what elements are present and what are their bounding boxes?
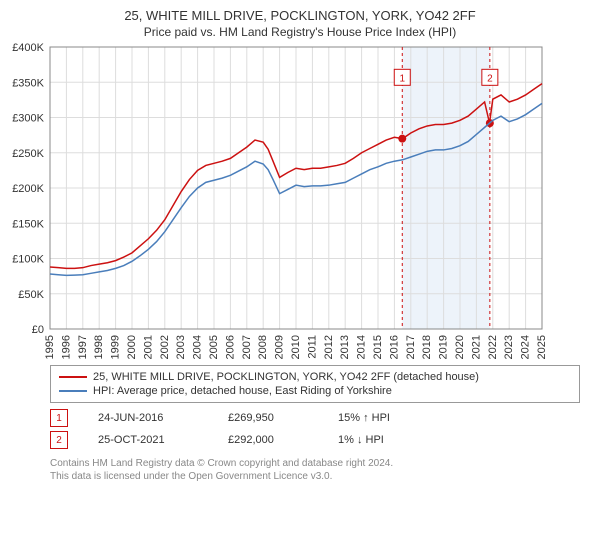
svg-text:2025: 2025	[536, 335, 548, 359]
svg-text:£0: £0	[32, 324, 44, 336]
svg-text:2022: 2022	[487, 335, 499, 359]
sale-marker-icon: 1	[50, 409, 68, 427]
svg-text:2006: 2006	[224, 335, 236, 359]
svg-text:2020: 2020	[454, 335, 466, 359]
chart-title: 25, WHITE MILL DRIVE, POCKLINGTON, YORK,…	[0, 8, 600, 23]
svg-text:2012: 2012	[323, 335, 335, 359]
chart-subtitle: Price paid vs. HM Land Registry's House …	[0, 25, 600, 39]
chart-container: 25, WHITE MILL DRIVE, POCKLINGTON, YORK,…	[0, 0, 600, 560]
svg-text:2008: 2008	[257, 335, 269, 359]
svg-text:2021: 2021	[470, 335, 482, 359]
legend-row: 25, WHITE MILL DRIVE, POCKLINGTON, YORK,…	[59, 370, 571, 384]
sale-marker-icon: 2	[50, 431, 68, 449]
svg-text:2019: 2019	[438, 335, 450, 359]
sale-price: £269,950	[228, 412, 308, 424]
svg-text:2004: 2004	[192, 335, 204, 359]
svg-text:2017: 2017	[405, 335, 417, 359]
svg-text:2015: 2015	[372, 335, 384, 359]
svg-text:2: 2	[487, 73, 493, 84]
svg-text:2011: 2011	[306, 335, 318, 359]
title-block: 25, WHITE MILL DRIVE, POCKLINGTON, YORK,…	[0, 0, 600, 39]
chart-area: £0 £50K £100K £150K £200K £250K £300K £350K £400…	[0, 39, 600, 359]
svg-text:2018: 2018	[421, 335, 433, 359]
svg-text:2010: 2010	[290, 335, 302, 359]
svg-text:2002: 2002	[159, 335, 171, 359]
svg-text:£200K: £200K	[12, 183, 44, 195]
footnote: Contains HM Land Registry data © Crown c…	[50, 457, 580, 483]
svg-text:£350K: £350K	[12, 77, 44, 89]
svg-text:1: 1	[399, 73, 405, 84]
svg-text:2000: 2000	[126, 335, 138, 359]
svg-text:1996: 1996	[60, 335, 72, 359]
svg-text:2001: 2001	[142, 335, 154, 359]
svg-text:1997: 1997	[77, 335, 89, 359]
legend: 25, WHITE MILL DRIVE, POCKLINGTON, YORK,…	[50, 365, 580, 403]
svg-text:£100K: £100K	[12, 254, 44, 266]
svg-text:£300K: £300K	[12, 113, 44, 125]
svg-text:2007: 2007	[241, 335, 253, 359]
svg-text:£400K: £400K	[12, 42, 44, 54]
svg-text:£150K: £150K	[12, 218, 44, 230]
sale-date: 25-OCT-2021	[98, 434, 198, 446]
line-chart: £0 £50K £100K £150K £200K £250K £300K £350K £400…	[0, 39, 560, 359]
legend-swatch	[59, 390, 87, 392]
legend-row: HPI: Average price, detached house, East…	[59, 384, 571, 398]
svg-text:£250K: £250K	[12, 148, 44, 160]
svg-text:2003: 2003	[175, 335, 187, 359]
svg-text:2005: 2005	[208, 335, 220, 359]
sale-row: 2 25-OCT-2021 £292,000 1% ↓ HPI	[50, 429, 580, 451]
svg-text:2014: 2014	[356, 335, 368, 359]
sale-date: 24-JUN-2016	[98, 412, 198, 424]
sale-price: £292,000	[228, 434, 308, 446]
svg-text:2016: 2016	[388, 335, 400, 359]
legend-label: HPI: Average price, detached house, East…	[93, 385, 392, 397]
legend-label: 25, WHITE MILL DRIVE, POCKLINGTON, YORK,…	[93, 371, 479, 383]
svg-text:2013: 2013	[339, 335, 351, 359]
svg-text:2023: 2023	[503, 335, 515, 359]
sale-delta: 15% ↑ HPI	[338, 412, 428, 424]
sales-table: 1 24-JUN-2016 £269,950 15% ↑ HPI 2 25-OCT-202…	[50, 407, 580, 451]
svg-text:1998: 1998	[93, 335, 105, 359]
legend-swatch	[59, 376, 87, 378]
sale-row: 1 24-JUN-2016 £269,950 15% ↑ HPI	[50, 407, 580, 429]
footnote-line: Contains HM Land Registry data © Crown c…	[50, 457, 580, 470]
svg-text:1999: 1999	[110, 335, 122, 359]
footnote-line: This data is licensed under the Open Gov…	[50, 470, 580, 483]
svg-text:£50K: £50K	[18, 289, 44, 301]
svg-text:2024: 2024	[520, 335, 532, 359]
sale-delta: 1% ↓ HPI	[338, 434, 428, 446]
svg-text:1995: 1995	[44, 335, 56, 359]
svg-text:2009: 2009	[274, 335, 286, 359]
